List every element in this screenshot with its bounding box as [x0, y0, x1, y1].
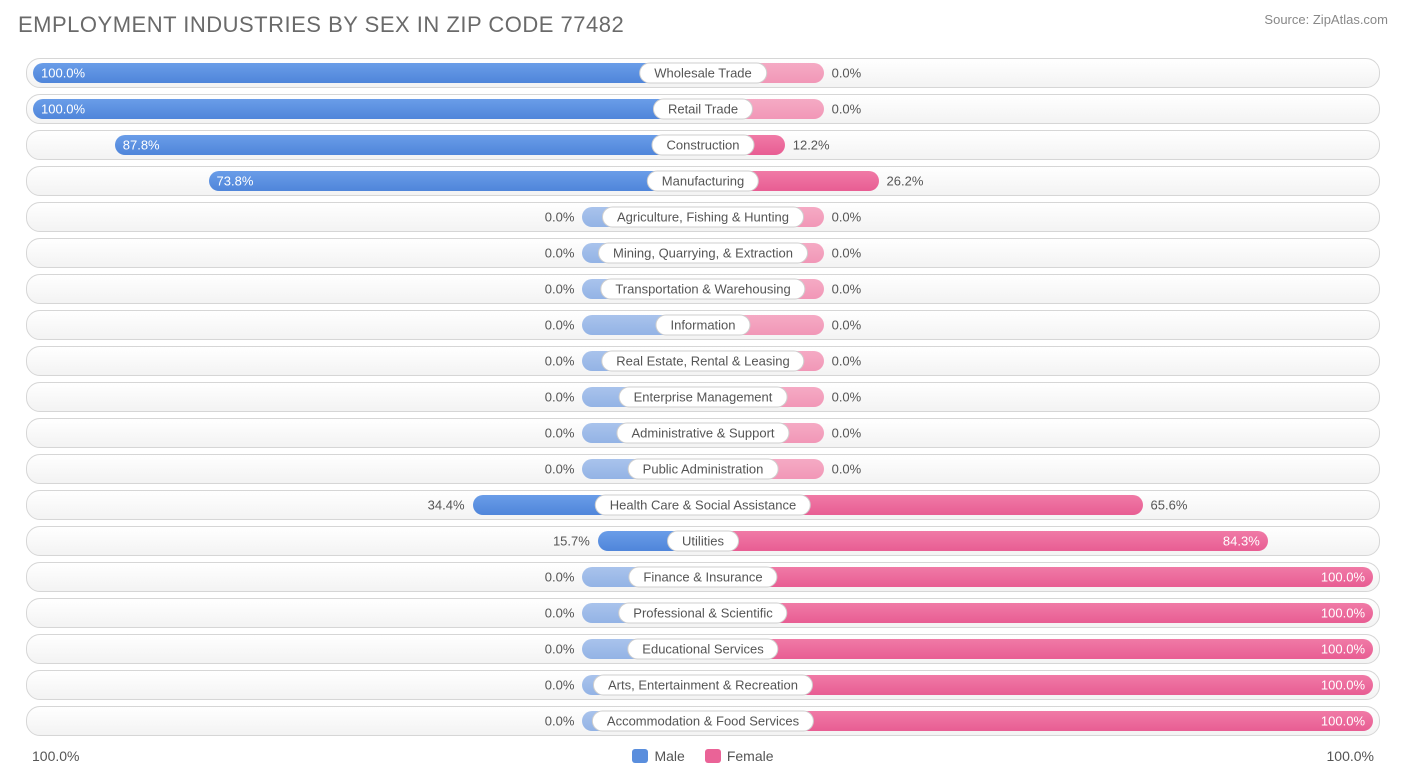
female-value: 65.6%	[1151, 498, 1188, 513]
chart-row: 87.8% 12.2% Construction	[26, 130, 1380, 160]
category-label: Finance & Insurance	[628, 567, 777, 588]
category-label: Manufacturing	[647, 171, 759, 192]
category-label: Retail Trade	[653, 99, 753, 120]
female-value: 12.2%	[793, 138, 830, 153]
female-value: 0.0%	[832, 246, 862, 261]
male-value: 0.0%	[545, 354, 575, 369]
chart-row: 0.0% 0.0% Agriculture, Fishing & Hunting	[26, 202, 1380, 232]
male-value: 0.0%	[545, 210, 575, 225]
category-label: Educational Services	[627, 639, 778, 660]
female-value: 100.0%	[1321, 570, 1365, 585]
legend-label: Female	[727, 748, 774, 764]
chart-row: 0.0% 100.0% Educational Services	[26, 634, 1380, 664]
chart-row: 0.0% 0.0% Transportation & Warehousing	[26, 274, 1380, 304]
female-value: 0.0%	[832, 102, 862, 117]
category-label: Real Estate, Rental & Leasing	[601, 351, 804, 372]
male-value: 87.8%	[123, 138, 160, 153]
category-label: Transportation & Warehousing	[600, 279, 805, 300]
category-label: Health Care & Social Assistance	[595, 495, 811, 516]
female-value: 100.0%	[1321, 714, 1365, 729]
male-value: 0.0%	[545, 462, 575, 477]
chart-row: 0.0% 0.0% Enterprise Management	[26, 382, 1380, 412]
axis-right: 100.0%	[1327, 748, 1374, 764]
legend-label: Male	[654, 748, 684, 764]
female-value: 100.0%	[1321, 606, 1365, 621]
diverging-bar-chart: 100.0% 0.0% Wholesale Trade 100.0% 0.0% Retai…	[18, 56, 1388, 736]
male-bar	[33, 99, 703, 119]
male-value: 100.0%	[41, 102, 85, 117]
category-label: Wholesale Trade	[639, 63, 767, 84]
female-bar	[703, 531, 1268, 551]
male-value: 0.0%	[545, 282, 575, 297]
male-value: 0.0%	[545, 714, 575, 729]
chart-row: 0.0% 0.0% Administrative & Support	[26, 418, 1380, 448]
male-value: 73.8%	[217, 174, 254, 189]
axis-left: 100.0%	[32, 748, 79, 764]
legend-item: Male	[632, 748, 684, 764]
male-value: 0.0%	[545, 390, 575, 405]
category-label: Professional & Scientific	[618, 603, 787, 624]
chart-row: 0.0% 100.0% Finance & Insurance	[26, 562, 1380, 592]
female-value: 84.3%	[1223, 534, 1260, 549]
chart-row: 0.0% 0.0% Public Administration	[26, 454, 1380, 484]
chart-row: 0.0% 100.0% Professional & Scientific	[26, 598, 1380, 628]
legend-swatch	[705, 749, 721, 763]
category-label: Arts, Entertainment & Recreation	[593, 675, 813, 696]
male-value: 0.0%	[545, 318, 575, 333]
source-label: Source: ZipAtlas.com	[1264, 12, 1388, 27]
male-value: 0.0%	[545, 570, 575, 585]
chart-footer: 100.0% Male Female 100.0%	[18, 742, 1388, 764]
male-value: 0.0%	[545, 246, 575, 261]
female-bar	[703, 567, 1373, 587]
chart-row: 0.0% 100.0% Arts, Entertainment & Recreati…	[26, 670, 1380, 700]
category-label: Mining, Quarrying, & Extraction	[598, 243, 808, 264]
male-value: 0.0%	[545, 642, 575, 657]
male-value: 100.0%	[41, 66, 85, 81]
female-value: 0.0%	[832, 318, 862, 333]
female-value: 0.0%	[832, 210, 862, 225]
female-value: 0.0%	[832, 462, 862, 477]
female-value: 0.0%	[832, 354, 862, 369]
chart-row: 15.7% 84.3% Utilities	[26, 526, 1380, 556]
male-value: 34.4%	[428, 498, 465, 513]
female-bar	[703, 639, 1373, 659]
female-value: 100.0%	[1321, 678, 1365, 693]
chart-header: EMPLOYMENT INDUSTRIES BY SEX IN ZIP CODE…	[18, 12, 1388, 38]
legend: Male Female	[632, 748, 773, 764]
category-label: Administrative & Support	[616, 423, 789, 444]
chart-row: 0.0% 0.0% Information	[26, 310, 1380, 340]
female-value: 100.0%	[1321, 642, 1365, 657]
chart-row: 34.4% 65.6% Health Care & Social Assistanc…	[26, 490, 1380, 520]
chart-title: EMPLOYMENT INDUSTRIES BY SEX IN ZIP CODE…	[18, 12, 624, 38]
chart-row: 100.0% 0.0% Retail Trade	[26, 94, 1380, 124]
chart-row: 73.8% 26.2% Manufacturing	[26, 166, 1380, 196]
female-value: 26.2%	[887, 174, 924, 189]
male-bar	[33, 63, 703, 83]
chart-row: 100.0% 0.0% Wholesale Trade	[26, 58, 1380, 88]
male-value: 15.7%	[553, 534, 590, 549]
legend-item: Female	[705, 748, 774, 764]
chart-row: 0.0% 0.0% Real Estate, Rental & Leasing	[26, 346, 1380, 376]
female-value: 0.0%	[832, 282, 862, 297]
male-value: 0.0%	[545, 606, 575, 621]
category-label: Enterprise Management	[619, 387, 788, 408]
female-value: 0.0%	[832, 426, 862, 441]
female-value: 0.0%	[832, 66, 862, 81]
female-value: 0.0%	[832, 390, 862, 405]
category-label: Utilities	[667, 531, 739, 552]
category-label: Agriculture, Fishing & Hunting	[602, 207, 804, 228]
legend-swatch	[632, 749, 648, 763]
female-bar	[703, 603, 1373, 623]
source-link[interactable]: ZipAtlas.com	[1313, 12, 1388, 27]
chart-row: 0.0% 100.0% Accommodation & Food Services	[26, 706, 1380, 736]
category-label: Information	[655, 315, 750, 336]
category-label: Construction	[652, 135, 755, 156]
category-label: Public Administration	[628, 459, 779, 480]
male-value: 0.0%	[545, 678, 575, 693]
category-label: Accommodation & Food Services	[592, 711, 814, 732]
male-bar	[209, 171, 703, 191]
male-bar	[115, 135, 703, 155]
male-value: 0.0%	[545, 426, 575, 441]
chart-row: 0.0% 0.0% Mining, Quarrying, & Extraction	[26, 238, 1380, 268]
